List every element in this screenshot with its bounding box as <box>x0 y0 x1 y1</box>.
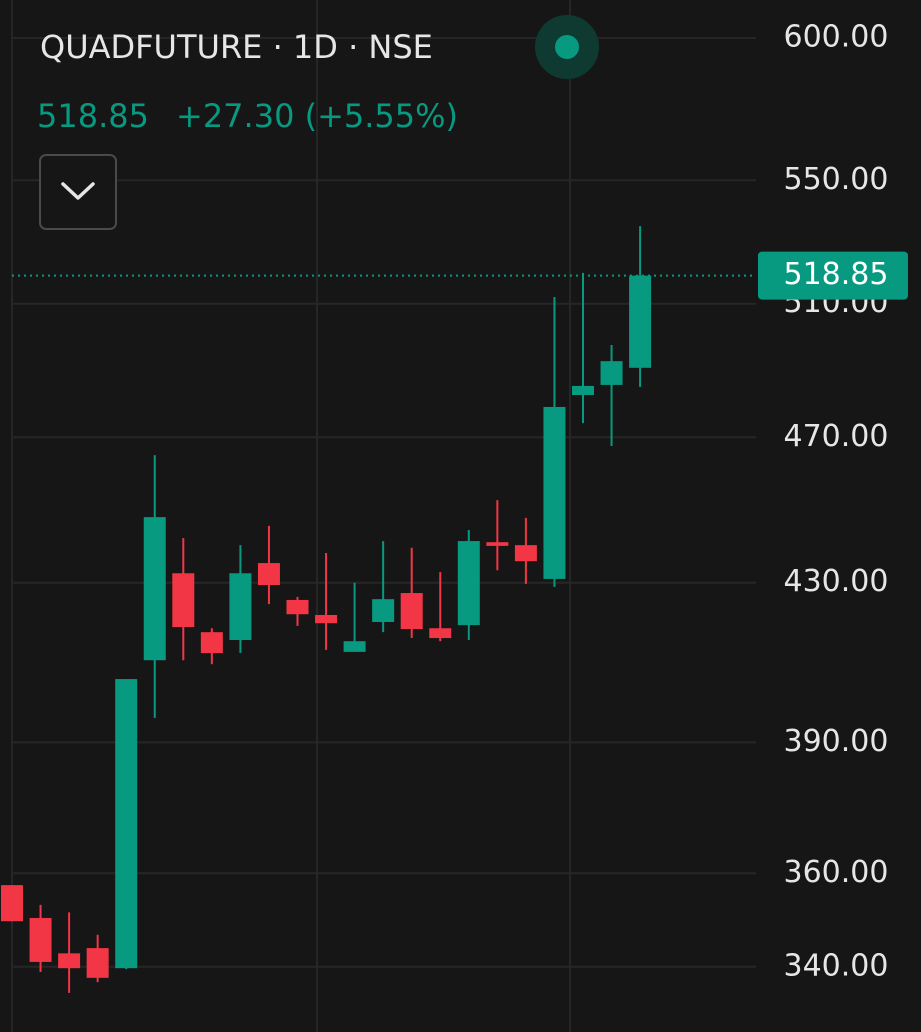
y-tick-label: 360.00 <box>784 855 889 890</box>
y-tick-label: 470.00 <box>784 419 889 454</box>
candle-body <box>572 385 594 396</box>
last-price-tag <box>758 251 908 300</box>
y-tick-label: 340.00 <box>784 948 889 983</box>
y-axis: 340.00360.00390.00430.00470.00510.00550.… <box>784 19 889 983</box>
grid <box>11 0 756 1032</box>
candle-body <box>343 641 366 652</box>
candle-body <box>600 361 623 385</box>
candle-body <box>115 679 138 969</box>
candle-body <box>400 593 423 630</box>
candle-body <box>514 545 537 562</box>
candle-body <box>29 917 52 962</box>
y-tick-label: 550.00 <box>784 162 889 197</box>
candle-body <box>629 275 652 368</box>
candle-body <box>486 542 509 546</box>
candle-body <box>200 632 223 654</box>
candles <box>1 226 652 993</box>
candle-body <box>86 948 109 978</box>
header-price: 518.85 <box>37 97 149 135</box>
chart-title: QUADFUTURE · 1D · NSE <box>40 28 433 66</box>
candle-body <box>429 628 452 639</box>
collapse-button-box[interactable] <box>39 154 117 230</box>
candle-body <box>1 885 23 922</box>
y-tick-label: 390.00 <box>784 724 889 759</box>
status-dot <box>555 35 579 59</box>
overlay: 518.85 <box>12 251 908 300</box>
candle-body <box>172 573 195 628</box>
candle-body <box>257 563 280 586</box>
candle-body <box>315 615 338 624</box>
chevron-icon[interactable] <box>61 182 95 200</box>
candle-body <box>143 517 166 661</box>
candle-body <box>543 406 566 579</box>
last-price-label: 518.85 <box>784 257 889 292</box>
y-tick-label: 430.00 <box>784 564 889 599</box>
collapse-button[interactable] <box>39 154 117 230</box>
header-change: +27.30 (+5.55%) <box>176 97 458 135</box>
y-tick-label: 600.00 <box>784 19 889 54</box>
candle-body <box>229 573 252 641</box>
candle-body <box>58 953 81 969</box>
candle-body <box>286 599 309 615</box>
candle-body <box>372 599 395 622</box>
candle-body <box>457 541 480 626</box>
